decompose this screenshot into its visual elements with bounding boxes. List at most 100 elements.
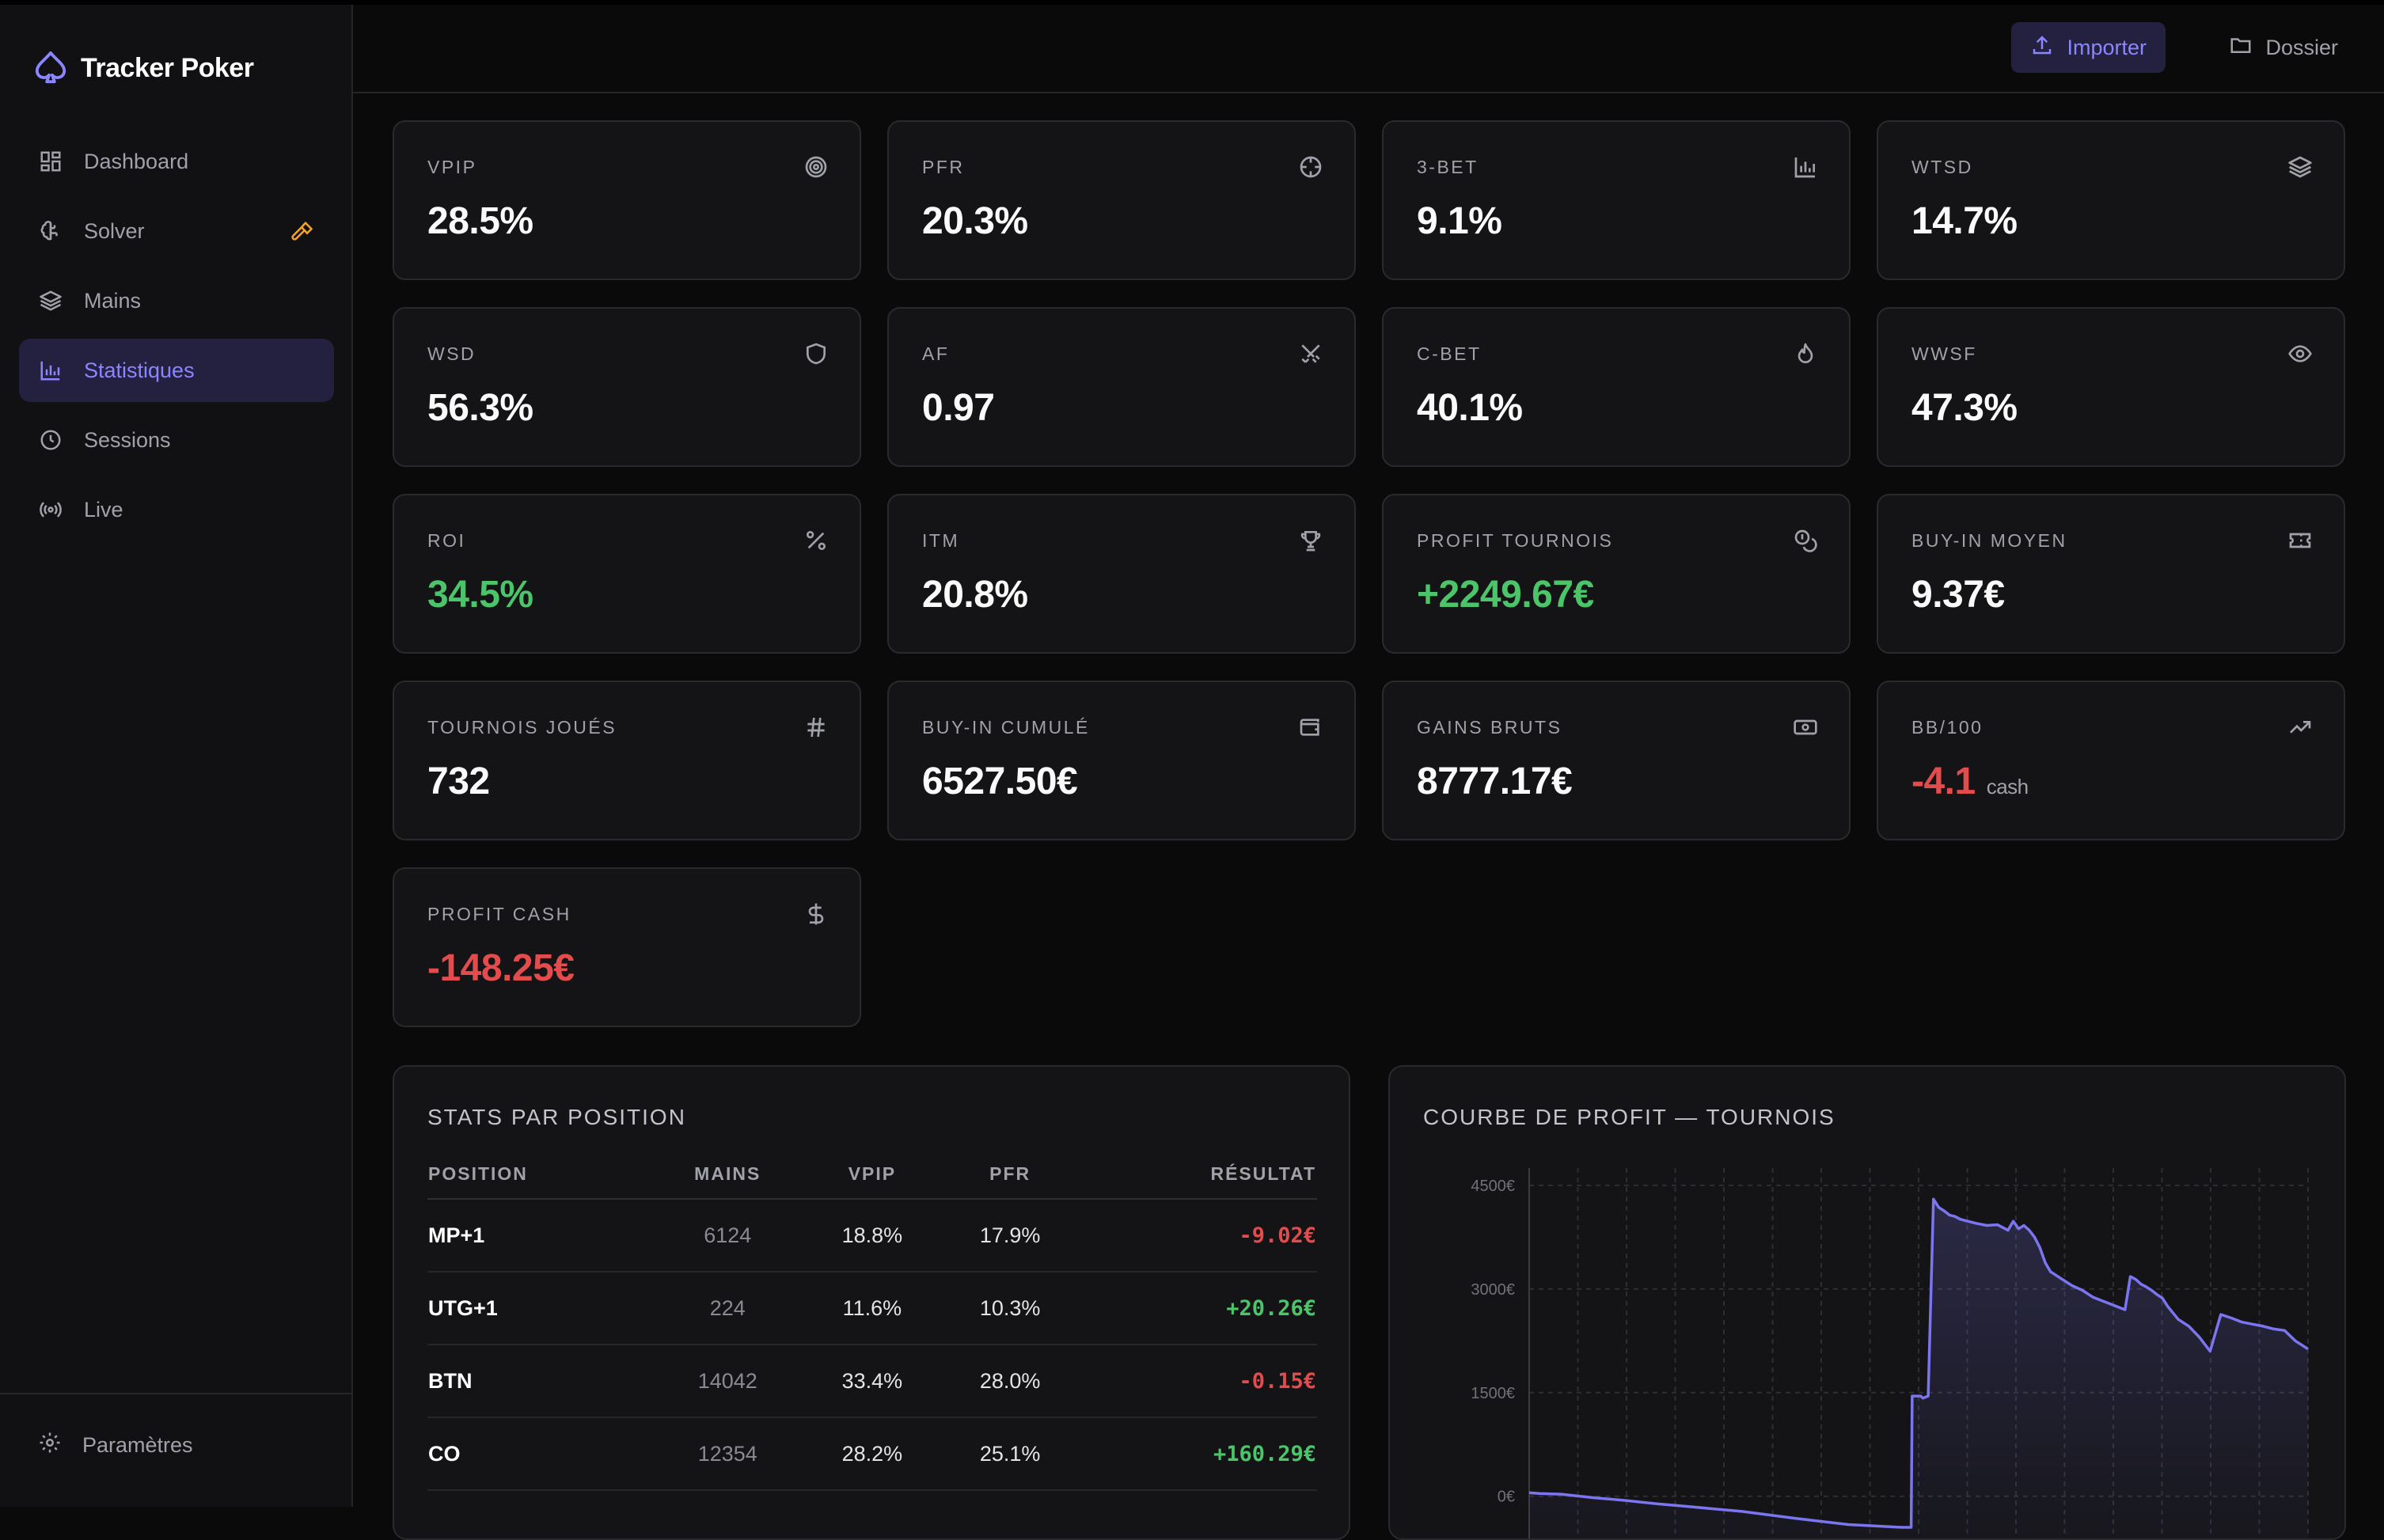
hammer-icon	[290, 218, 315, 244]
cell-position: UTG+1	[427, 1272, 652, 1345]
settings-label: Paramètres	[82, 1433, 193, 1457]
dollar-icon	[803, 901, 829, 927]
stat-card-tournois-joues: TOURNOIS JOUÉS 732	[393, 681, 861, 840]
sidebar-item-label: Statistiques	[84, 358, 195, 382]
gear-icon	[38, 1431, 62, 1460]
percent-icon	[803, 527, 829, 554]
stat-card-wwsf: WWSF 47.3%	[1877, 307, 2345, 467]
cell-position: CO	[427, 1417, 652, 1491]
sidebar-item-sessions[interactable]: Sessions	[19, 408, 334, 472]
crosshair-icon	[1297, 154, 1324, 180]
stat-value: 0.97	[922, 387, 995, 429]
stat-label: C-BET	[1417, 343, 1482, 364]
column-header[interactable]: MAINS	[651, 1149, 803, 1200]
stat-card-profit-tournois: PROFIT TOURNOIS +2249.67€	[1382, 494, 1851, 654]
table-row[interactable]: CO 12354 28.2% 25.1% +160.29€	[427, 1417, 1317, 1491]
bar-chart-icon	[1792, 154, 1819, 180]
brand[interactable]: Tracker Poker	[32, 46, 254, 90]
profit-area	[1529, 1199, 2308, 1538]
radio-icon	[38, 497, 63, 522]
column-header[interactable]: RÉSULTAT	[1079, 1149, 1317, 1200]
sidebar-footer: Paramètres	[0, 1393, 353, 1507]
shield-icon	[803, 340, 829, 367]
sidebar-item-label: Dashboard	[84, 149, 189, 173]
stat-card-cbet: C-BET 40.1%	[1382, 307, 1851, 467]
stat-value: -148.25€	[427, 947, 575, 989]
stat-value: +2249.67€	[1417, 574, 1594, 616]
column-header[interactable]: POSITION	[427, 1149, 652, 1200]
stat-card-vpip: VPIP 28.5%	[393, 120, 861, 280]
cell-pfr: 10.3%	[941, 1272, 1080, 1345]
table-header-row: POSITION MAINS VPIP PFR RÉSULTAT	[427, 1149, 1317, 1200]
stat-value: 28.5%	[427, 200, 533, 242]
stat-value: 47.3%	[1911, 387, 2018, 429]
stat-card-itm: ITM 20.8%	[887, 494, 1356, 654]
stat-value-unit: cash	[1986, 775, 2029, 798]
stat-label: 3-BET	[1417, 157, 1479, 177]
upload-icon	[2030, 33, 2054, 63]
layers-icon	[2287, 154, 2314, 180]
panel-title: STATS PAR POSITION	[427, 1105, 686, 1129]
window-top-strip	[0, 0, 2384, 5]
stat-card-3bet: 3-BET 9.1%	[1382, 120, 1851, 280]
stat-label: BUY-IN CUMULÉ	[922, 717, 1090, 738]
settings-button[interactable]: Paramètres	[38, 1431, 193, 1460]
positions-table: POSITION MAINS VPIP PFR RÉSULTAT MP+1 61…	[427, 1149, 1317, 1491]
sidebar-item-solver[interactable]: Solver	[19, 199, 334, 263]
cell-result: -0.15€	[1079, 1345, 1317, 1418]
stat-label: BUY-IN MOYEN	[1911, 530, 2067, 551]
sidebar-item-statistiques[interactable]: Statistiques	[19, 339, 334, 402]
banknote-icon	[1792, 714, 1819, 741]
stat-value: 6527.50€	[922, 761, 1078, 802]
cell-vpip: 28.2%	[803, 1417, 942, 1491]
cell-vpip: 11.6%	[803, 1272, 942, 1345]
y-tick-label: 4500€	[1471, 1178, 1515, 1195]
stat-label: TOURNOIS JOUÉS	[427, 717, 617, 738]
sidebar-nav: Dashboard Solver Mains Statistiques	[19, 130, 334, 548]
stat-value: 14.7%	[1911, 200, 2018, 242]
stat-value: 56.3%	[427, 387, 533, 429]
stat-card-af: AF 0.97	[887, 307, 1356, 467]
stat-value: 9.37€	[1911, 574, 2005, 616]
dashboard-icon	[38, 149, 63, 174]
stat-label: WSD	[427, 343, 476, 364]
hash-icon	[803, 714, 829, 741]
sidebar-item-mains[interactable]: Mains	[19, 269, 334, 332]
header: Importer Dossier	[353, 5, 2384, 93]
stat-label: VPIP	[427, 157, 477, 177]
sidebar-item-live[interactable]: Live	[19, 478, 334, 541]
import-button[interactable]: Importer	[2011, 22, 2166, 73]
stat-card-bb100: BB/100 -4.1 cash	[1877, 681, 2345, 840]
cell-pfr: 28.0%	[941, 1345, 1080, 1418]
stat-card-roi: ROI 34.5%	[393, 494, 861, 654]
positions-panel: STATS PAR POSITION POSITION MAINS VPIP P…	[393, 1065, 1350, 1540]
column-header[interactable]: VPIP	[803, 1149, 942, 1200]
cell-vpip: 33.4%	[803, 1345, 942, 1418]
sidebar-item-dashboard[interactable]: Dashboard	[19, 130, 334, 193]
target-icon	[803, 154, 829, 180]
y-tick-label: 1500€	[1471, 1385, 1515, 1402]
y-tick-label: 0€	[1498, 1489, 1515, 1506]
stat-value-number: -4.1	[1911, 761, 1976, 802]
stat-value: 8777.17€	[1417, 761, 1573, 802]
folder-button[interactable]: Dossier	[2221, 22, 2346, 73]
table-row[interactable]: MP+1 6124 18.8% 17.9% -9.02€	[427, 1199, 1317, 1273]
profit-chart-panel: COURBE DE PROFIT — TOURNOIS 4500€ 3000€ 15…	[1388, 1065, 2346, 1540]
stat-card-buyin-moyen: BUY-IN MOYEN 9.37€	[1877, 494, 2345, 654]
column-header[interactable]: PFR	[941, 1149, 1080, 1200]
stat-card-wtsd: WTSD 14.7%	[1877, 120, 2345, 280]
clock-icon	[38, 427, 63, 453]
table-row[interactable]: UTG+1 224 11.6% 10.3% +20.26€	[427, 1272, 1317, 1345]
cell-mains: 224	[651, 1272, 803, 1345]
cell-mains: 12354	[651, 1417, 803, 1491]
stat-card-profit-cash: PROFIT CASH -148.25€	[393, 867, 861, 1027]
table-row[interactable]: BTN 14042 33.4% 28.0% -0.15€	[427, 1345, 1317, 1418]
trending-up-icon	[2287, 714, 2314, 741]
import-label: Importer	[2067, 35, 2147, 59]
cell-vpip: 18.8%	[803, 1199, 942, 1273]
layers-icon	[38, 288, 63, 313]
profit-chart: 4500€ 3000€ 1500€ 0€	[1471, 1168, 2309, 1538]
stat-label: PFR	[922, 157, 965, 177]
y-tick-label: 3000€	[1471, 1281, 1515, 1299]
stat-card-gains-bruts: GAINS BRUTS 8777.17€	[1382, 681, 1851, 840]
